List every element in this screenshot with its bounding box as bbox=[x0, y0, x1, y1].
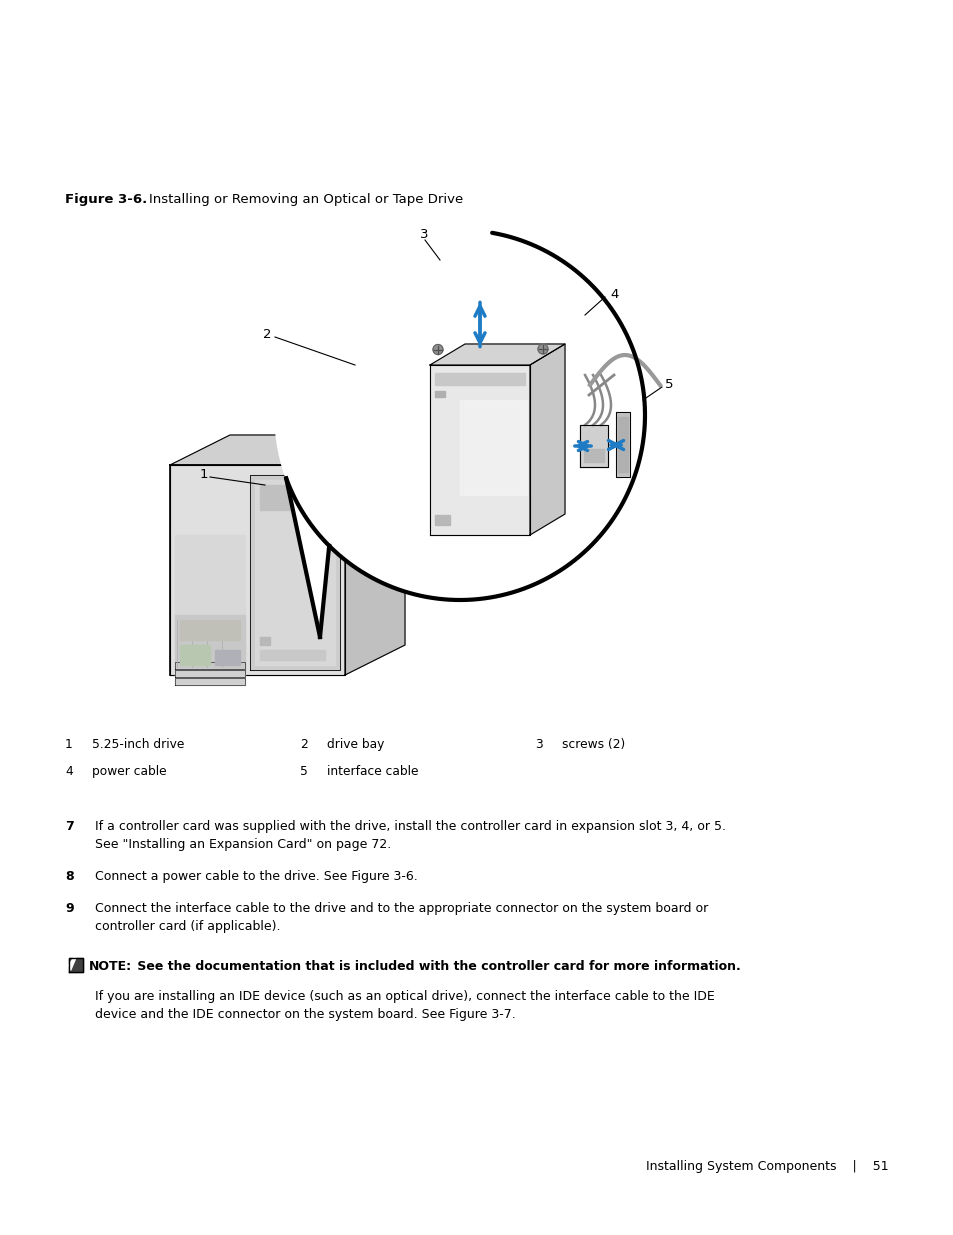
Text: Figure 3-6.: Figure 3-6. bbox=[65, 193, 147, 206]
Polygon shape bbox=[174, 662, 245, 669]
Polygon shape bbox=[579, 425, 607, 467]
Polygon shape bbox=[180, 645, 210, 664]
Circle shape bbox=[274, 230, 644, 600]
Polygon shape bbox=[530, 345, 564, 535]
Text: device and the IDE connector on the system board. See Figure 3-7.: device and the IDE connector on the syst… bbox=[95, 1008, 516, 1021]
Text: See "Installing an Expansion Card" on page 72.: See "Installing an Expansion Card" on pa… bbox=[95, 839, 391, 851]
Text: 4: 4 bbox=[65, 764, 72, 778]
Polygon shape bbox=[286, 478, 329, 637]
Circle shape bbox=[537, 345, 547, 354]
Polygon shape bbox=[69, 958, 83, 972]
Polygon shape bbox=[618, 417, 627, 472]
Text: 5: 5 bbox=[664, 378, 673, 391]
Text: 5.25-inch drive: 5.25-inch drive bbox=[91, 739, 184, 751]
Text: NOTE:: NOTE: bbox=[89, 960, 132, 973]
Polygon shape bbox=[174, 671, 245, 677]
Polygon shape bbox=[435, 515, 450, 525]
Text: 4: 4 bbox=[609, 289, 618, 301]
Circle shape bbox=[433, 345, 442, 354]
Polygon shape bbox=[430, 345, 564, 366]
Text: 7: 7 bbox=[65, 820, 73, 832]
Text: interface cable: interface cable bbox=[327, 764, 418, 778]
Text: controller card (if applicable).: controller card (if applicable). bbox=[95, 920, 280, 932]
Text: 5: 5 bbox=[299, 764, 308, 778]
Text: 9: 9 bbox=[65, 902, 73, 915]
Polygon shape bbox=[260, 485, 325, 510]
Polygon shape bbox=[180, 620, 240, 640]
Text: 2: 2 bbox=[263, 329, 272, 342]
Polygon shape bbox=[260, 637, 270, 645]
Polygon shape bbox=[174, 678, 245, 685]
Polygon shape bbox=[170, 435, 405, 466]
Text: Installing or Removing an Optical or Tape Drive: Installing or Removing an Optical or Tap… bbox=[132, 193, 463, 206]
Polygon shape bbox=[435, 391, 444, 396]
Text: Connect a power cable to the drive. See Figure 3-6.: Connect a power cable to the drive. See … bbox=[95, 869, 417, 883]
Text: See the documentation that is included with the controller card for more informa: See the documentation that is included w… bbox=[132, 960, 740, 973]
Polygon shape bbox=[345, 435, 405, 676]
Text: 8: 8 bbox=[65, 869, 73, 883]
Text: If a controller card was supplied with the drive, install the controller card in: If a controller card was supplied with t… bbox=[95, 820, 725, 832]
Polygon shape bbox=[260, 650, 325, 659]
Text: power cable: power cable bbox=[91, 764, 167, 778]
Text: Connect the interface cable to the drive and to the appropriate connector on the: Connect the interface cable to the drive… bbox=[95, 902, 707, 915]
Polygon shape bbox=[69, 957, 76, 971]
Polygon shape bbox=[459, 400, 526, 495]
Polygon shape bbox=[430, 366, 530, 535]
Text: 3: 3 bbox=[535, 739, 542, 751]
Text: Installing System Components    |    51: Installing System Components | 51 bbox=[646, 1160, 888, 1173]
Text: 1: 1 bbox=[65, 739, 72, 751]
Text: screws (2): screws (2) bbox=[561, 739, 624, 751]
Polygon shape bbox=[174, 535, 245, 671]
Text: If you are installing an IDE device (such as an optical drive), connect the inte: If you are installing an IDE device (suc… bbox=[95, 990, 714, 1003]
Text: 2: 2 bbox=[299, 739, 308, 751]
Polygon shape bbox=[254, 480, 335, 664]
Text: 3: 3 bbox=[419, 228, 428, 242]
Text: drive bay: drive bay bbox=[327, 739, 384, 751]
Polygon shape bbox=[174, 615, 245, 671]
Polygon shape bbox=[583, 450, 603, 462]
Polygon shape bbox=[435, 373, 524, 385]
Polygon shape bbox=[214, 650, 240, 664]
Text: 1: 1 bbox=[200, 468, 209, 482]
Polygon shape bbox=[250, 475, 339, 671]
Polygon shape bbox=[170, 466, 345, 676]
Polygon shape bbox=[616, 412, 629, 477]
